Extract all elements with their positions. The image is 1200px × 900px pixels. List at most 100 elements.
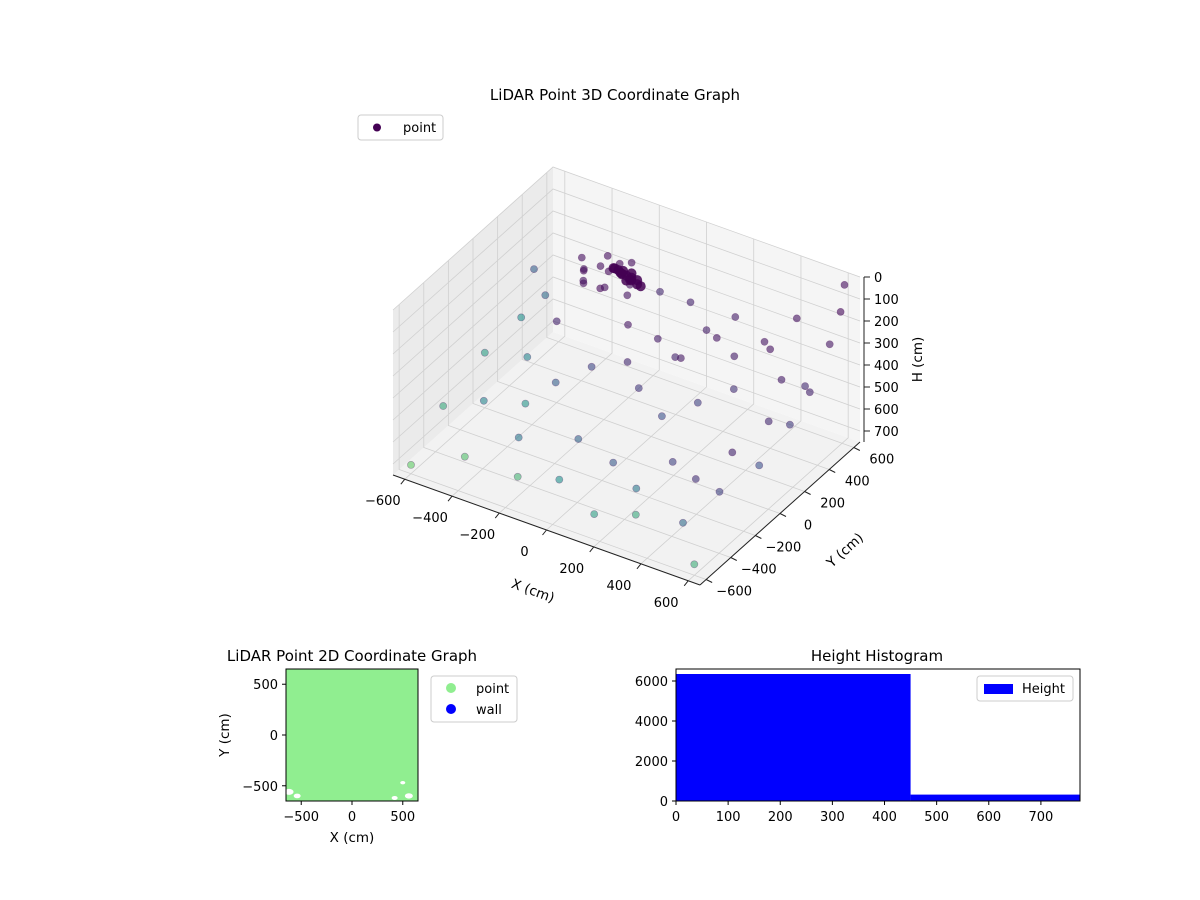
data-point-3d <box>728 448 737 457</box>
grid-line-y <box>398 304 707 580</box>
data-point-3d <box>690 560 699 569</box>
x-tick-label-2d: −500 <box>283 810 319 825</box>
grid-line-x <box>640 255 802 565</box>
x-tick-label-hist: 700 <box>1028 810 1053 825</box>
legend-label-point-2d: point <box>476 682 509 697</box>
x-tick-mark-3d <box>542 529 547 536</box>
uncovered-patch-2d <box>400 781 406 785</box>
y-tick-label-hist: 4000 <box>635 715 668 730</box>
y-tick-mark-3d <box>804 491 811 495</box>
tick-labels-histogram: 0 100 200 300 400 500 600 700 0 2000 4000 6000 <box>635 675 1053 825</box>
data-point-3d <box>521 399 530 408</box>
data-point-3d <box>596 262 605 270</box>
data-point-3d <box>623 291 632 300</box>
data-point-3d <box>479 396 488 405</box>
x-tick-label-3d: −400 <box>412 511 448 526</box>
data-point-3d <box>805 388 814 397</box>
histogram-bar <box>676 674 911 801</box>
x-tick-label-3d: 0 <box>520 545 528 560</box>
x-axis-label-2d: X (cm) <box>330 830 375 846</box>
x-tick-label-2d: 500 <box>390 810 415 825</box>
data-point-3d <box>712 333 721 342</box>
y-tick-label-2d: −500 <box>242 780 278 795</box>
x-tick-label-hist: 0 <box>672 810 680 825</box>
data-point-3d <box>677 354 685 362</box>
y-tick-mark-3d <box>853 447 861 451</box>
grid-line-h <box>392 298 861 443</box>
data-point-3d <box>653 334 662 343</box>
data-point-3d <box>764 417 773 426</box>
data-point-3d-cluster <box>618 265 629 276</box>
legend-marker-point <box>373 123 381 132</box>
x-tick-label-2d: 0 <box>348 810 356 825</box>
z-tick-label-3d: 100 <box>874 293 899 308</box>
x-tick-label-hist: 200 <box>768 810 793 825</box>
data-point-3d <box>517 313 526 322</box>
grid-line-x <box>593 238 755 548</box>
grid-line-h <box>392 320 861 465</box>
grid-line-y <box>521 194 830 470</box>
data-point-3d <box>574 435 583 443</box>
uncovered-areas-2d <box>284 781 413 800</box>
scatter-2d-plot: LiDAR Point 2D Coordinate Graph −500 0 500… <box>217 647 518 846</box>
x-tick-mark-3d <box>447 495 453 502</box>
data-point-3d <box>480 348 489 357</box>
data-point-3d <box>552 317 561 326</box>
axes-panes-3d <box>393 167 860 585</box>
data-point-3d <box>587 362 596 371</box>
data-point-3d <box>513 472 522 481</box>
y-tick-mark-3d <box>755 535 762 539</box>
grid-line-y <box>447 260 756 536</box>
data-point-3d <box>760 337 769 346</box>
x-tick-label-3d: 200 <box>559 562 584 577</box>
x-tick-label-3d: −200 <box>459 528 495 543</box>
y-tick-label-3d: −200 <box>766 541 802 556</box>
grid-line-y <box>423 282 731 558</box>
data-point-3d <box>755 461 764 470</box>
data-point-3d <box>600 283 609 292</box>
grid-line-y <box>546 172 854 448</box>
x-tick-label-hist: 400 <box>872 810 897 825</box>
grid-3d <box>392 166 861 582</box>
data-point-3d <box>777 375 786 384</box>
grid-line-y <box>497 216 805 492</box>
x-tick-label-3d: 400 <box>607 579 632 594</box>
data-point-3d <box>668 457 677 466</box>
legend-marker-point-2d <box>446 683 456 693</box>
y-tick-label-3d: 0 <box>804 519 812 534</box>
grid-line-x <box>499 205 660 514</box>
x-axis-label-3d: X (cm) <box>509 576 556 606</box>
data-point-3d <box>541 291 550 300</box>
y-tick-label-3d: 400 <box>845 475 870 490</box>
y-tick-label-hist: 2000 <box>635 755 668 770</box>
point-coverage-2d <box>286 669 418 801</box>
chart-title-3d: LiDAR Point 3D Coordinate Graph <box>490 86 740 104</box>
grid-line-h <box>392 210 861 355</box>
y-tick-mark-3d <box>730 557 737 561</box>
data-point-3d <box>624 320 632 329</box>
data-point-3d <box>693 398 702 407</box>
uncovered-patch-2d <box>293 793 301 799</box>
data-point-3d <box>523 353 532 361</box>
legend-box-3d <box>357 114 444 141</box>
z-tick-label-3d: 700 <box>874 425 899 440</box>
data-point-3d <box>627 258 636 267</box>
tick-labels-3d: −600−400−2000200400600−600−400−200020040… <box>365 271 899 611</box>
data-point-3d <box>530 265 538 273</box>
data-point-3d <box>658 412 666 421</box>
legend-3d: point <box>357 114 444 141</box>
grid-line-h <box>392 232 861 377</box>
data-point-3d <box>656 287 664 296</box>
legend-swatch-height <box>984 684 1013 694</box>
data-point-3d <box>555 475 564 484</box>
uncovered-patch-2d <box>391 795 398 800</box>
z-tick-label-3d: 400 <box>874 359 899 374</box>
x-tick-label-hist: 500 <box>924 810 949 825</box>
legend-label-wall-2d: wall <box>476 703 502 718</box>
y-tick-label-3d: −400 <box>741 563 777 578</box>
y-tick-label-2d: 500 <box>253 678 278 693</box>
y-axis-label-2d: Y (cm) <box>217 713 233 758</box>
x-tick-label-3d: 600 <box>654 596 679 611</box>
data-point-3d <box>551 378 560 387</box>
z-tick-label-3d: 200 <box>874 315 899 330</box>
